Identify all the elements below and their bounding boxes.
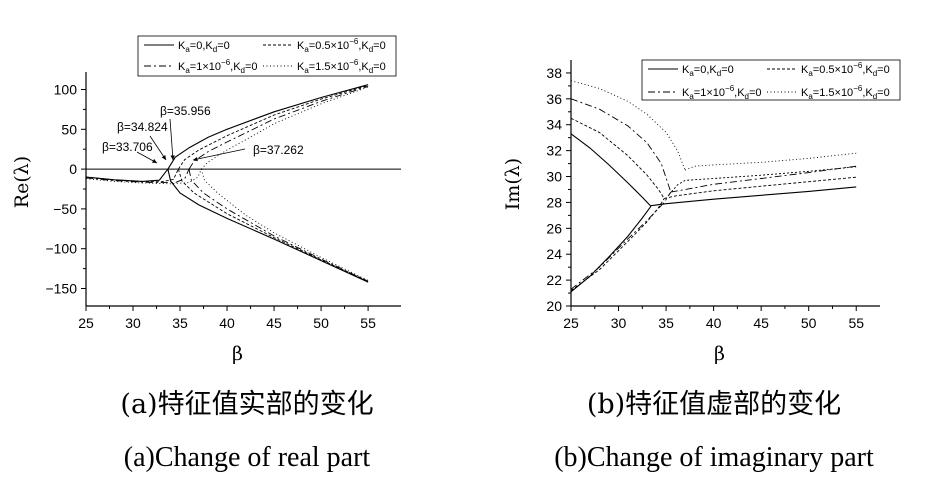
series-line: [167, 84, 369, 170]
series-0: [570, 133, 857, 293]
x-tick-label: 45: [753, 315, 769, 331]
chart-panel-a: 25 30 35 40 45 50 55 100 50 0 −50 −100 −150 Re(λ) β β=3…: [11, 35, 401, 365]
x-tick-label: 25: [78, 315, 94, 331]
arrowhead: [170, 155, 175, 160]
legend-entry: Ka​=1×10−6​,Kd​=0: [682, 84, 762, 101]
y-tick-label: 36: [546, 91, 562, 107]
legend-entry: Ka​=1.5×10−6​,Kd​=0: [801, 84, 890, 101]
y-tick-label: −150: [45, 280, 77, 296]
arrowhead: [161, 155, 166, 160]
y-axis-label: Im(λ): [502, 158, 524, 210]
y-tick-label: 22: [546, 272, 562, 288]
series-line: [668, 166, 857, 195]
x-tick-label: 45: [266, 315, 282, 331]
y-tick-label: 38: [546, 65, 562, 81]
series-line: [570, 98, 672, 193]
arrowhead: [193, 156, 198, 162]
caption-english: (a)Change of real part: [124, 442, 371, 473]
x-tick-label: 40: [219, 315, 235, 331]
x-tick-label: 50: [801, 315, 817, 331]
x-tick-label: 35: [172, 315, 188, 331]
y-tick-label: −100: [45, 241, 77, 257]
y-tick-label: 20: [546, 298, 562, 314]
y-tick-label: 100: [54, 82, 78, 98]
y-tick-label: 0: [69, 161, 77, 177]
series-line: [177, 168, 369, 282]
y-tick-label: 30: [546, 169, 562, 185]
legend-entry: Ka​=1.5×10−6​,Kd​=0: [297, 58, 386, 75]
series-line: [570, 133, 652, 207]
series-line: [670, 165, 857, 193]
series-4: [668, 166, 857, 195]
series-1: [85, 85, 369, 282]
caption-chinese: (a)特征值实部的变化: [120, 389, 373, 420]
series-line: [570, 198, 665, 291]
series-line: [684, 152, 857, 171]
x-tick-label: 25: [563, 315, 579, 331]
y-tick-label: 50: [61, 121, 77, 137]
series-2: [570, 98, 857, 290]
annotation-arrow: [149, 135, 167, 161]
series-2: [85, 85, 369, 282]
annotation-label: β=33.706: [102, 140, 153, 154]
series-line: [188, 85, 369, 170]
series-line: [570, 205, 652, 293]
series-3: [85, 86, 369, 281]
legend-entry: Ka​=1×10−6​,Kd​=0: [178, 58, 258, 75]
legend-entry: Ka​=0,Kd​=0: [178, 40, 230, 54]
legend-entry: Ka​=0.5×10−6​,Kd​=0: [801, 61, 890, 78]
legend-entry: Ka​=0.5×10−6​,Kd​=0: [297, 37, 386, 54]
y-tick-label: 24: [546, 246, 562, 262]
annotation-label: β=34.824: [117, 120, 168, 134]
caption-chinese: (b)特征值虚部的变化: [587, 389, 841, 420]
series-line: [200, 168, 369, 281]
x-tick-label: 30: [611, 315, 627, 331]
legend-box: [641, 59, 901, 101]
legend-box: [137, 35, 397, 77]
series-line: [85, 168, 169, 182]
annotation-label: β=35.956: [160, 104, 211, 118]
series-line: [200, 86, 369, 170]
x-tick-label: 40: [706, 315, 722, 331]
annotation-arrow: [192, 148, 246, 161]
x-tick-label: 55: [848, 315, 864, 331]
x-tick-label: 55: [360, 315, 376, 331]
x-tick-label: 30: [125, 315, 141, 331]
series-3: [570, 80, 857, 171]
y-tick-label: 26: [546, 220, 562, 236]
legend: Ka​=0,Kd​=0 Ka​=0.5×10−6​,Kd​=0 Ka​=1×10−6…: [137, 35, 397, 77]
annotation-label: β=37.262: [253, 143, 304, 157]
series-line: [188, 169, 369, 282]
series-line: [85, 168, 202, 185]
series-0: [85, 84, 369, 283]
annotation-arrow: [169, 118, 174, 161]
series-line: [85, 168, 179, 183]
series-line: [178, 85, 369, 170]
x-axis-label: β: [232, 343, 243, 365]
y-axis-label: Re(λ): [11, 156, 33, 208]
x-axis-label: β: [714, 343, 725, 365]
series-line: [167, 168, 369, 283]
legend-entry: Ka​=0,Kd​=0: [682, 64, 734, 78]
x-tick-label: 35: [658, 315, 674, 331]
y-tick-label: 34: [546, 117, 562, 133]
y-tick-label: 32: [546, 143, 562, 159]
series-line: [650, 186, 857, 207]
caption-english: (b)Change of imaginary part: [554, 442, 874, 473]
series-1: [570, 117, 857, 291]
series-line: [570, 117, 665, 199]
y-tick-label: −50: [53, 201, 77, 217]
y-tick-label: 28: [546, 194, 562, 210]
x-tick-label: 50: [313, 315, 329, 331]
chart-panel-b: 25 30 35 40 45 50 55 38 36 34 32 30 28 26 24 22 20 Im(λ) β…: [502, 59, 901, 365]
series-line: [85, 168, 190, 184]
legend: Ka​=0,Kd​=0 Ka​=0.5×10−6​,Kd​=0 Ka​=1×10−6…: [641, 59, 901, 101]
series-line: [570, 191, 672, 290]
arrowhead: [152, 158, 157, 163]
